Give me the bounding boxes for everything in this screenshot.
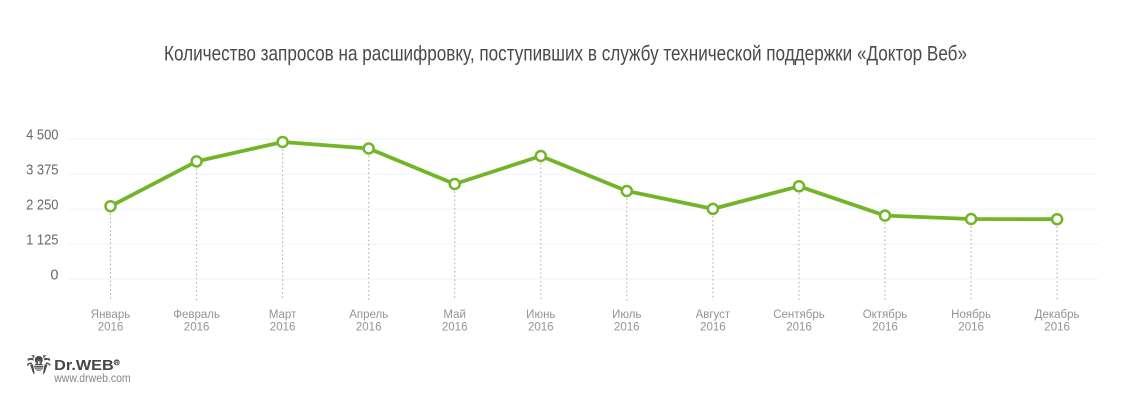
svg-text:4 500: 4 500 [26,128,58,144]
svg-text:3 375: 3 375 [26,163,58,179]
svg-text:2016: 2016 [270,322,296,334]
svg-text:Dr.WEB: Dr.WEB [54,357,114,374]
svg-text:2016: 2016 [614,322,640,334]
svg-text:Количество запросов на расшифр: Количество запросов на расшифровку, пост… [164,43,967,66]
svg-text:0: 0 [50,268,58,284]
svg-text:1 125: 1 125 [26,233,58,249]
svg-text:2016: 2016 [958,322,984,334]
svg-text:Ноябрь: Ноябрь [951,309,991,321]
svg-text:2016: 2016 [786,322,812,334]
svg-text:2 250: 2 250 [26,198,58,214]
svg-text:Сентябрь: Сентябрь [773,309,825,321]
svg-text:2016: 2016 [700,322,726,334]
svg-text:Декабрь: Декабрь [1035,309,1080,321]
svg-text:Апрель: Апрель [349,309,388,321]
svg-text:Июнь: Июнь [526,309,555,321]
svg-text:2016: 2016 [184,322,210,334]
svg-text:2016: 2016 [98,322,124,334]
svg-text:Май: Май [443,309,466,321]
svg-text:Июль: Июль [612,309,641,321]
svg-text:Август: Август [696,309,731,321]
svg-text:2016: 2016 [528,322,554,334]
svg-text:Январь: Январь [91,309,130,321]
svg-text:www.drweb.com: www.drweb.com [53,371,130,385]
svg-text:2016: 2016 [442,322,468,334]
svg-text:2016: 2016 [872,322,898,334]
svg-text:Февраль: Февраль [173,309,220,321]
svg-text:Октябрь: Октябрь [863,309,908,321]
svg-text:2016: 2016 [1044,322,1070,334]
svg-text:2016: 2016 [356,322,382,334]
svg-text:Март: Март [269,309,297,321]
